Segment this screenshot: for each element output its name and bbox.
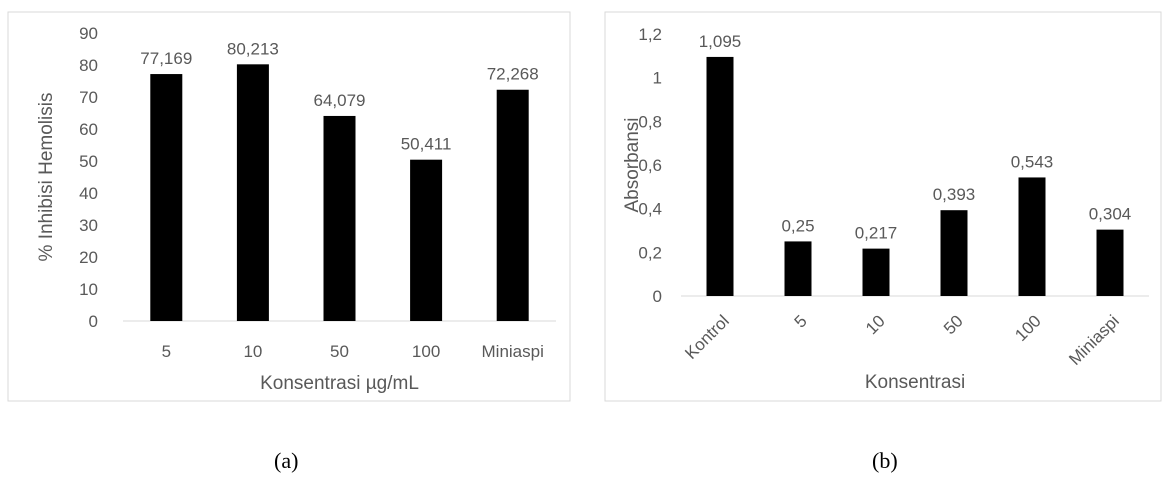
- chart-b-y-tick-label: 0: [653, 287, 662, 306]
- chart-b-data-label: 0,543: [1011, 152, 1054, 171]
- chart-b-data-label: 0,25: [781, 216, 814, 235]
- chart-b-y-tick-label: 1: [653, 69, 662, 88]
- chart-b-data-label: 0,393: [933, 185, 976, 204]
- chart-a-y-tick-label: 50: [79, 152, 98, 171]
- chart-b-bar: [940, 210, 968, 296]
- chart-b-bar: [1018, 177, 1046, 296]
- chart-a-bar: [410, 159, 443, 321]
- chart-b-y-tick-label: 0,2: [638, 243, 662, 262]
- chart-b-data-label: 0,304: [1089, 205, 1132, 224]
- chart-a-x-axis-title: Konsentrasi µg/mL: [260, 373, 419, 394]
- chart-a-x-tick-label: Miniaspi: [482, 342, 544, 361]
- chart-a-bar: [150, 74, 183, 321]
- chart-b-bar: [862, 248, 890, 296]
- chart-a-frame: [7, 11, 571, 402]
- chart-a-y-tick-label: 60: [79, 120, 98, 139]
- chart-a-y-tick-label: 90: [79, 24, 98, 43]
- chart-a-x-tick-label: 10: [243, 342, 262, 361]
- chart-a-data-label: 80,213: [227, 39, 279, 58]
- chart-b-y-axis-title: Absorbansi: [622, 117, 643, 212]
- chart-b-y-tick-label: 0,8: [638, 112, 662, 131]
- chart-a-y-tick-label: 30: [79, 216, 98, 235]
- chart-b-bar: [1096, 229, 1124, 296]
- chart-b-data-label: 1,095: [699, 32, 742, 51]
- chart-a-x-tick-label: 50: [330, 342, 349, 361]
- chart-b-x-axis-title: Konsentrasi: [865, 372, 965, 393]
- chart-a-y-tick-label: 80: [79, 56, 98, 75]
- chart-a-data-label: 77,169: [140, 49, 192, 68]
- chart-a-bar: [236, 64, 269, 322]
- chart-a-data-label: 72,268: [487, 65, 539, 84]
- chart-b-y-tick-label: 0,6: [638, 156, 662, 175]
- chart-b-bar: [784, 241, 812, 296]
- caption-b: (b): [872, 448, 898, 473]
- chart-b-y-tick-label: 1,2: [638, 25, 662, 44]
- chart-a-bar: [323, 115, 356, 321]
- chart-b-y-tick-label: 0,4: [638, 200, 662, 219]
- chart-a-data-label: 64,079: [314, 91, 366, 110]
- chart-a-y-tick-label: 10: [79, 280, 98, 299]
- chart-b-frame: [604, 11, 1162, 402]
- chart-a-y-tick-label: 40: [79, 184, 98, 203]
- chart-a-x-tick-label: 100: [412, 342, 440, 361]
- chart-a-x-tick-label: 5: [162, 342, 171, 361]
- caption-a: (a): [274, 448, 299, 473]
- chart-a-y-axis-title: % Inhibisi Hemolisis: [36, 93, 57, 262]
- chart-a-y-tick-label: 20: [79, 248, 98, 267]
- chart-a: 0 10 20 30 40 50 60 70 80 90 77,169 5 80,213 10 64,079…: [36, 24, 556, 394]
- chart-b-data-label: 0,217: [855, 224, 898, 243]
- chart-b-bar: [706, 56, 734, 296]
- chart-a-bar: [496, 89, 529, 321]
- chart-a-y-tick-label: 0: [89, 312, 98, 331]
- chart-a-y-tick-label: 70: [79, 88, 98, 107]
- chart-a-data-label: 50,411: [401, 135, 452, 154]
